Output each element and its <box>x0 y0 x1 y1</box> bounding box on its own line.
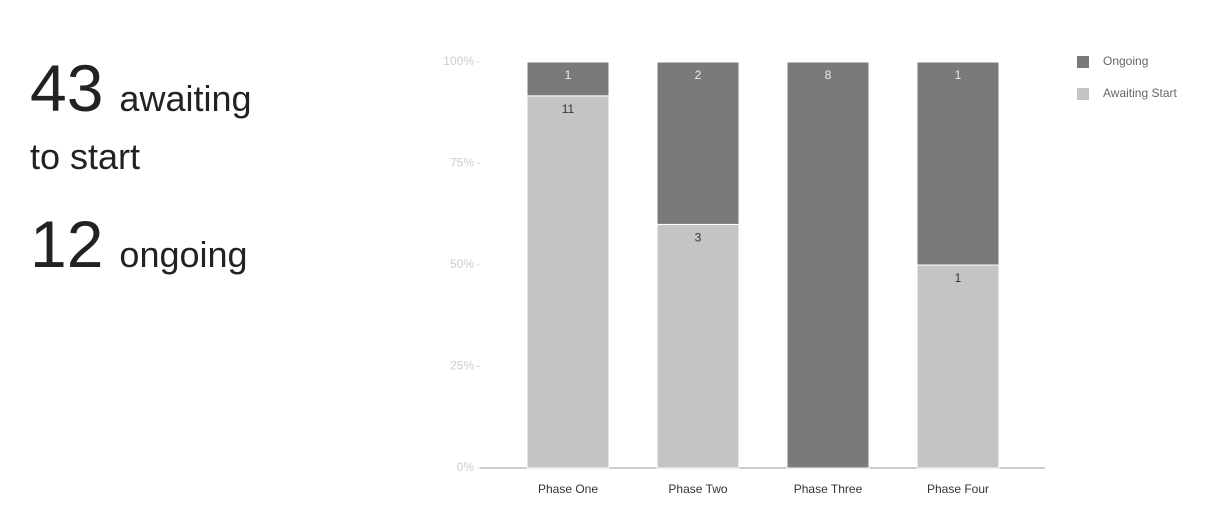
stat-number: 43 <box>30 51 104 125</box>
y-tick-label: 100% <box>443 54 474 68</box>
stat-label: awaiting <box>119 78 252 119</box>
data-label: 3 <box>695 231 702 245</box>
data-label: 1 <box>955 271 962 285</box>
x-tick-label: Phase One <box>538 482 598 496</box>
x-tick-label: Phase Two <box>668 482 727 496</box>
y-tick-label: 0% <box>457 460 475 474</box>
data-label: 8 <box>825 68 832 82</box>
stat-awaiting: 43 awaiting <box>30 50 252 126</box>
y-tick-label: 50% <box>450 257 474 271</box>
stat-number: 12 <box>30 207 104 281</box>
legend-label: Awaiting Start <box>1103 86 1177 100</box>
bar-segment <box>916 264 1000 469</box>
bar-segment <box>656 61 740 225</box>
stats: 43 awaiting to start 12 ongoing <box>30 50 252 282</box>
bar-segment <box>656 223 740 469</box>
x-tick-label: Phase Three <box>794 482 863 496</box>
legend-swatch <box>1077 88 1089 100</box>
data-label: 1 <box>565 68 572 82</box>
bar-segment <box>786 61 870 469</box>
y-tick-label: 75% <box>450 156 474 170</box>
data-label: 1 <box>955 68 962 82</box>
data-label: 2 <box>695 68 702 82</box>
bar-segment <box>526 61 610 97</box>
data-label: 11 <box>562 102 575 116</box>
stat-sublabel: to start <box>30 136 141 177</box>
legend-swatch <box>1077 56 1089 68</box>
stat-label: ongoing <box>119 234 248 275</box>
legend-label: Ongoing <box>1103 54 1148 68</box>
stat-ongoing: 12 ongoing <box>30 206 252 282</box>
x-tick-label: Phase Four <box>927 482 989 496</box>
bar-segment <box>526 95 610 469</box>
bar-segment <box>916 61 1000 266</box>
y-tick-label: 25% <box>450 359 474 373</box>
